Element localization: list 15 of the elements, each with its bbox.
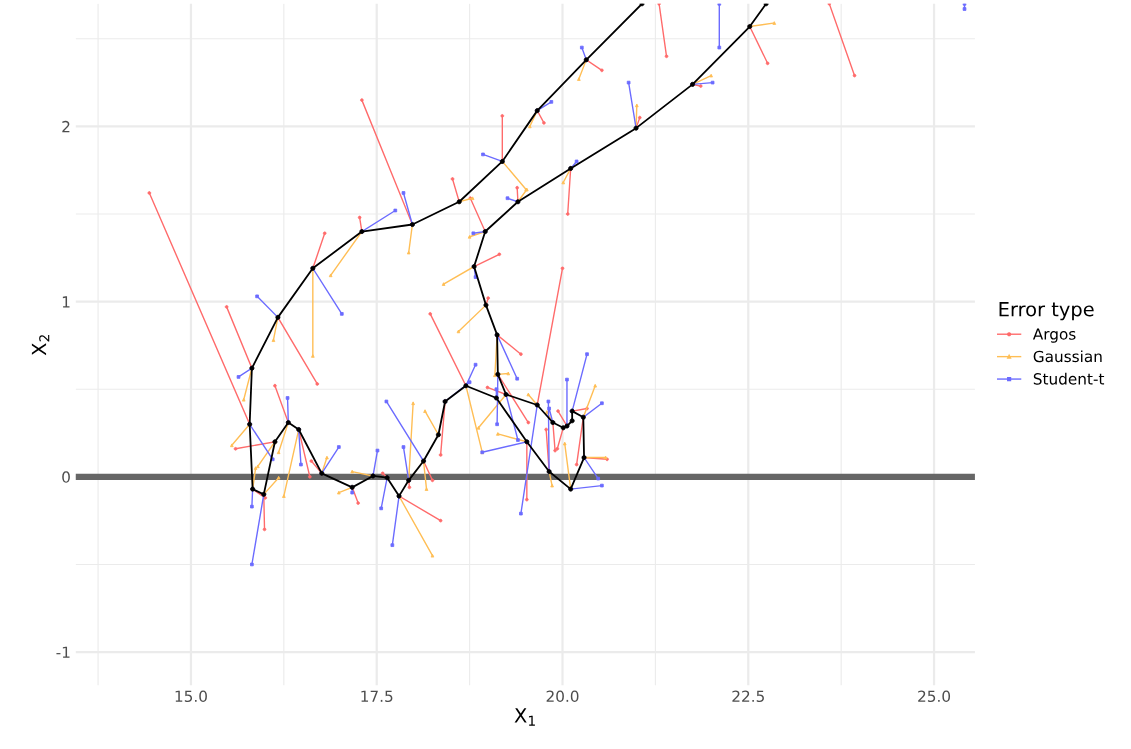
y-tick-label: 2 <box>62 120 70 133</box>
legend-label: Argos <box>1032 328 1076 343</box>
legend-title: Error type <box>999 302 1094 321</box>
x-axis-title: X$_{1}$ <box>514 708 535 726</box>
y-tick-label: 0 <box>62 471 70 483</box>
y-axis-title: X$_{2}$ <box>31 335 50 356</box>
x-tick-label: 25.0 <box>918 690 951 703</box>
x-tick-label: 22.5 <box>732 690 764 703</box>
legend-label: Gaussian <box>1033 350 1102 363</box>
x-tick-label: 20.0 <box>546 690 579 703</box>
legend-label: Student-t <box>1033 372 1105 385</box>
y-tick-label: 1 <box>62 296 70 308</box>
y-tick-label: -1 <box>56 646 70 658</box>
x-tick-label: 17.5 <box>361 690 393 703</box>
x-tick-label: 15.0 <box>175 690 207 703</box>
